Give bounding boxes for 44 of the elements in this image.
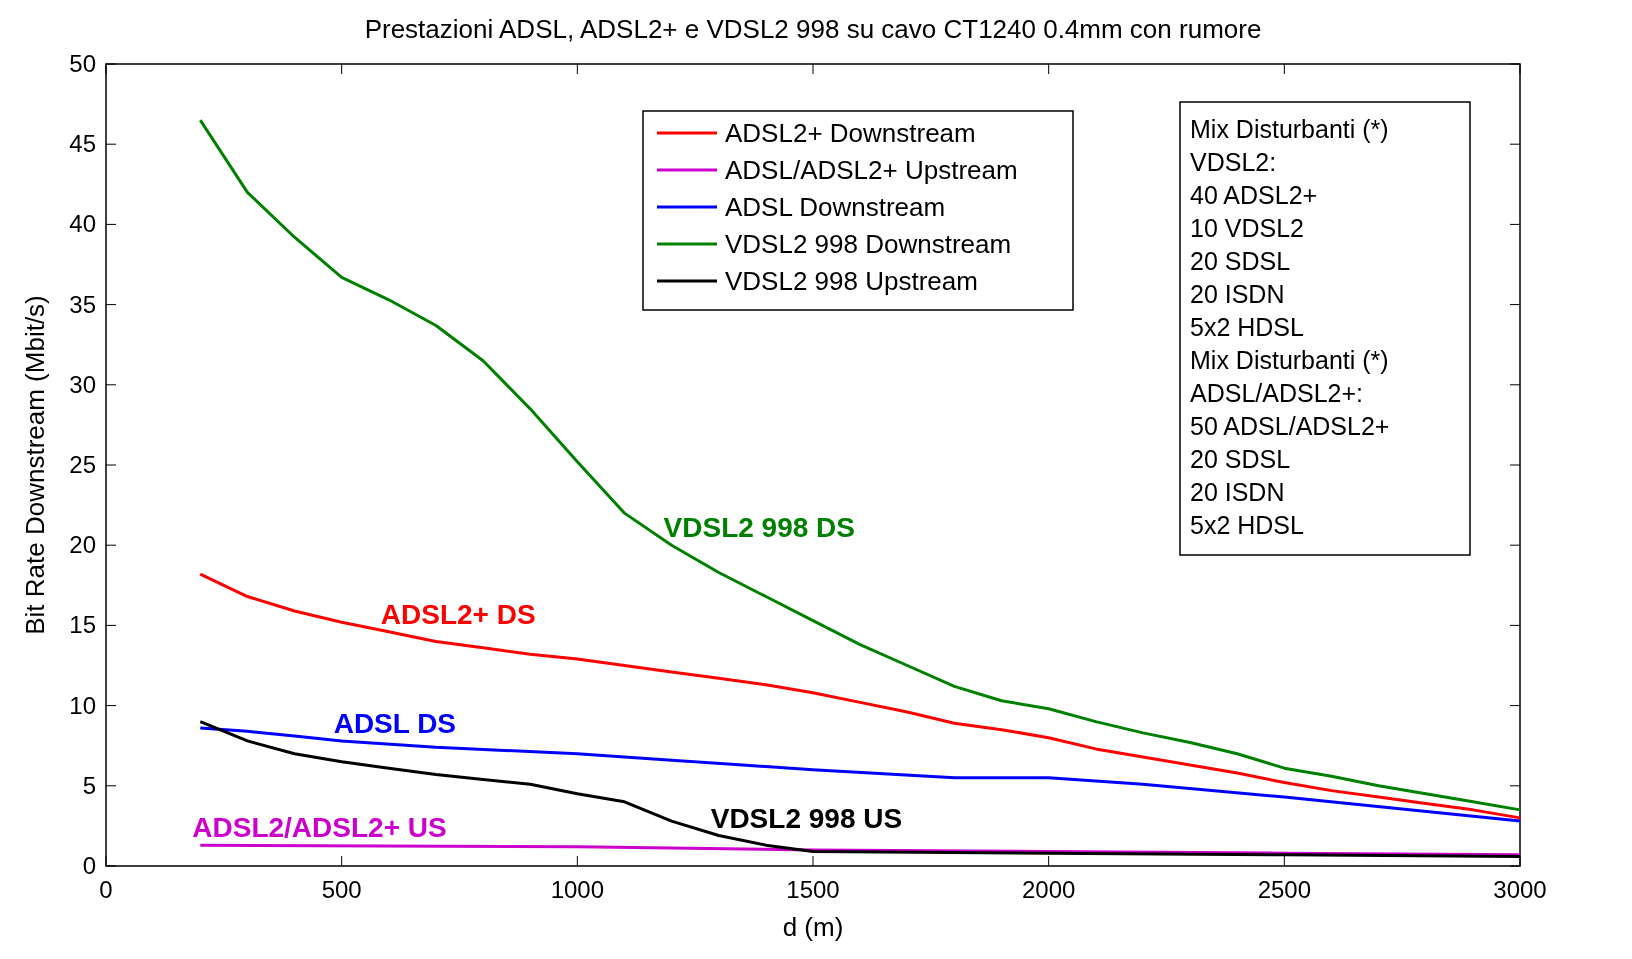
- annotation: ADSL DS: [333, 707, 457, 739]
- x-tick-label: 500: [321, 876, 362, 903]
- annotation: VDSL2 998 DS: [663, 512, 856, 544]
- legend-label: ADSL/ADSL2+ Upstream: [725, 155, 1018, 185]
- legend-label: ADSL Downstream: [725, 192, 946, 222]
- annotation: 20 SDSL: [1190, 247, 1291, 275]
- annotation: ADSL/ADSL2+:: [1190, 379, 1364, 407]
- x-axis-title: d (m): [782, 912, 844, 942]
- annotation: 40 ADSL2+: [1190, 181, 1318, 209]
- y-axis-title: Bit Rate Downstream (Mbit/s): [20, 295, 50, 635]
- legend-label: VDSL2 998 Downstream: [725, 229, 1012, 259]
- y-tick-label: 20: [69, 531, 96, 559]
- annotation: 5x2 HDSL: [1190, 313, 1305, 341]
- y-tick-label: 5: [82, 771, 96, 799]
- y-tick-label: 0: [82, 852, 96, 879]
- y-tick-label: 40: [69, 210, 96, 238]
- legend-label: ADSL2+ Downstream: [725, 118, 976, 148]
- y-tick-label: 15: [69, 611, 96, 639]
- annotation: 20 ISDN: [1190, 280, 1285, 308]
- annotation: 5x2 HDSL: [1190, 511, 1305, 539]
- annotation: VDSL2:: [1190, 148, 1277, 176]
- y-tick-label: 45: [69, 130, 96, 158]
- x-tick-label: 3000: [1493, 876, 1547, 903]
- y-tick-label: 10: [69, 691, 96, 719]
- y-tick-label: 50: [69, 50, 96, 77]
- x-tick-label: 2000: [1021, 876, 1076, 903]
- y-tick-label: 25: [69, 451, 96, 478]
- x-tick-label: 1500: [786, 876, 840, 903]
- legend-label: VDSL2 998 Upstream: [725, 266, 978, 296]
- annotation: 10 VDSL2: [1190, 214, 1304, 242]
- annotation: 20 ISDN: [1190, 478, 1285, 506]
- annotation: 20 SDSL: [1190, 445, 1291, 473]
- annotation: VDSL2 998 US: [710, 802, 903, 834]
- annotation: Mix Disturbanti (*): [1190, 346, 1389, 374]
- x-tick-label: 2500: [1257, 876, 1312, 903]
- y-tick-label: 35: [69, 290, 96, 318]
- annotation: ADSL2+ DS: [380, 598, 536, 630]
- annotation: Mix Disturbanti (*): [1190, 115, 1389, 143]
- annotation: 50 ADSL/ADSL2+: [1190, 412, 1390, 440]
- y-tick-label: 30: [69, 370, 96, 398]
- annotation: ADSL2/ADSL2+ US: [192, 812, 447, 844]
- x-tick-label: 1000: [550, 876, 605, 903]
- x-tick-label: 0: [99, 876, 113, 903]
- chart-title: Prestazioni ADSL, ADSL2+ e VDSL2 998 su cavo CT1240 0.4mm con rumore: [364, 14, 1262, 44]
